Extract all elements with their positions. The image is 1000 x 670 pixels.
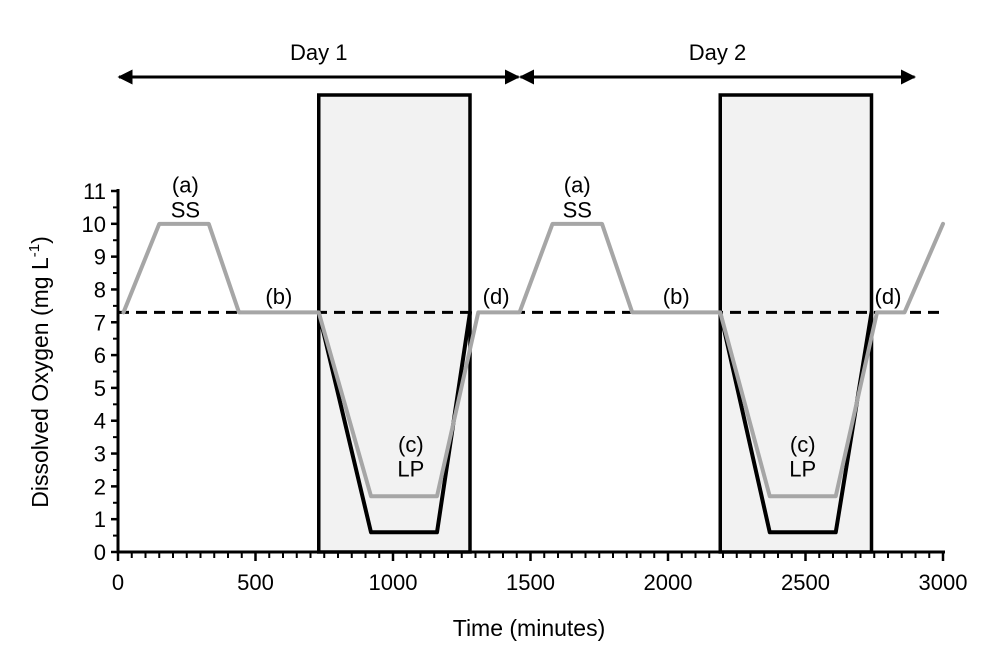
y-axis-title-main: Dissolved Oxygen (mg L	[27, 257, 53, 508]
y-tick-label-5: 5	[94, 376, 106, 401]
y-tick-label-0: 0	[94, 540, 106, 565]
x-tick-label-3000: 3000	[919, 570, 968, 595]
series-line-3	[121, 221, 945, 499]
annotation-11: LP	[789, 457, 816, 482]
annotation-3: (b)	[265, 284, 292, 309]
y-tick-label-6: 6	[94, 343, 106, 368]
x-tick-label-1000: 1000	[369, 570, 418, 595]
x-tick-label-500: 500	[237, 570, 274, 595]
ticks: 0 1 2 3 4 5 6 7 8 9 10 11 0 500 1000 1500 2000 2500 3000	[82, 179, 968, 595]
x-tick-label-1500: 1500	[506, 570, 555, 595]
y-tick-label-7: 7	[94, 310, 106, 335]
annotation-10: (c)	[790, 432, 816, 457]
annotation-7: (a)	[564, 173, 591, 198]
shaded-region-1	[317, 93, 472, 554]
x-tick-label-0: 0	[112, 570, 124, 595]
y-tick-label-3: 3	[94, 442, 106, 467]
annotation-5: LP	[397, 457, 424, 482]
y-tick-label-11: 11	[83, 179, 106, 204]
day-spans: Day 1 Day 2	[117, 40, 916, 85]
series-group	[121, 221, 945, 535]
annotation-1: (a)	[172, 173, 199, 198]
x-tick-label-2500: 2500	[781, 570, 830, 595]
y-axis-title-close: )	[27, 236, 53, 244]
annotation-12: (d)	[875, 284, 902, 309]
y-tick-label-1: 1	[94, 507, 106, 532]
shaded-region-2	[718, 93, 874, 554]
annotation-labels: (a)SS(b)(c)LP(d)(a)SS(b)(c)LP(d)	[171, 173, 902, 482]
annotation-9: (b)	[663, 284, 690, 309]
day-label-1: Day 1	[290, 40, 347, 65]
x-axis-title: Time (minutes)	[453, 615, 606, 641]
y-tick-label-4: 4	[94, 409, 106, 434]
annotation-8: SS	[563, 197, 592, 222]
y-tick-label-10: 10	[82, 212, 106, 237]
x-tick-label-2000: 2000	[644, 570, 693, 595]
y-tick-label-8: 8	[94, 277, 106, 302]
annotation-6: (d)	[483, 284, 510, 309]
y-tick-label-2: 2	[94, 474, 106, 499]
shaded-regions	[317, 93, 874, 554]
y-axis-title-sup: -1	[26, 244, 43, 257]
annotation-2: SS	[171, 197, 200, 222]
annotation-4: (c)	[398, 432, 424, 457]
y-axis-title: Dissolved Oxygen (mg L-1)	[26, 236, 53, 508]
day-label-2: Day 2	[689, 40, 746, 65]
y-tick-label-9: 9	[94, 245, 106, 270]
